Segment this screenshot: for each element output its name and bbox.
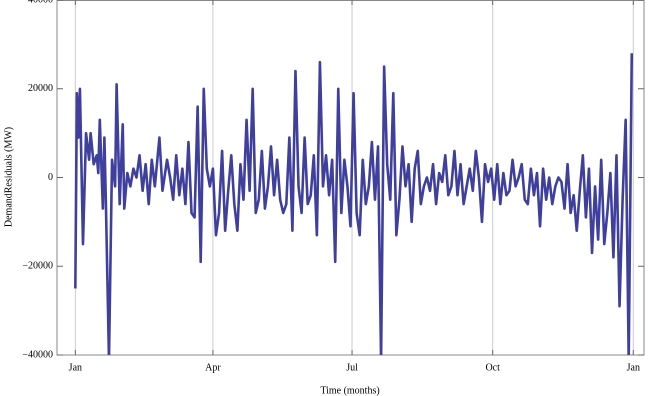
x-tick-label: Apr	[205, 362, 221, 373]
x-tick-label: Jul	[346, 362, 358, 373]
y-axis-label: DemandResiduals (MW)	[3, 127, 14, 227]
y-tick-label: 0	[48, 172, 53, 183]
y-tick-label: 20000	[28, 83, 53, 94]
x-axis-label: Time (months)	[320, 385, 379, 396]
x-tick-label: Jan	[627, 362, 640, 373]
y-tick-label: −40000	[22, 349, 53, 360]
x-tick-label: Oct	[485, 362, 500, 373]
x-tick-label: Jan	[69, 362, 82, 373]
y-tick-label: −20000	[22, 261, 53, 272]
y-tick-label: 40000	[28, 0, 53, 5]
data-line	[74, 53, 634, 355]
